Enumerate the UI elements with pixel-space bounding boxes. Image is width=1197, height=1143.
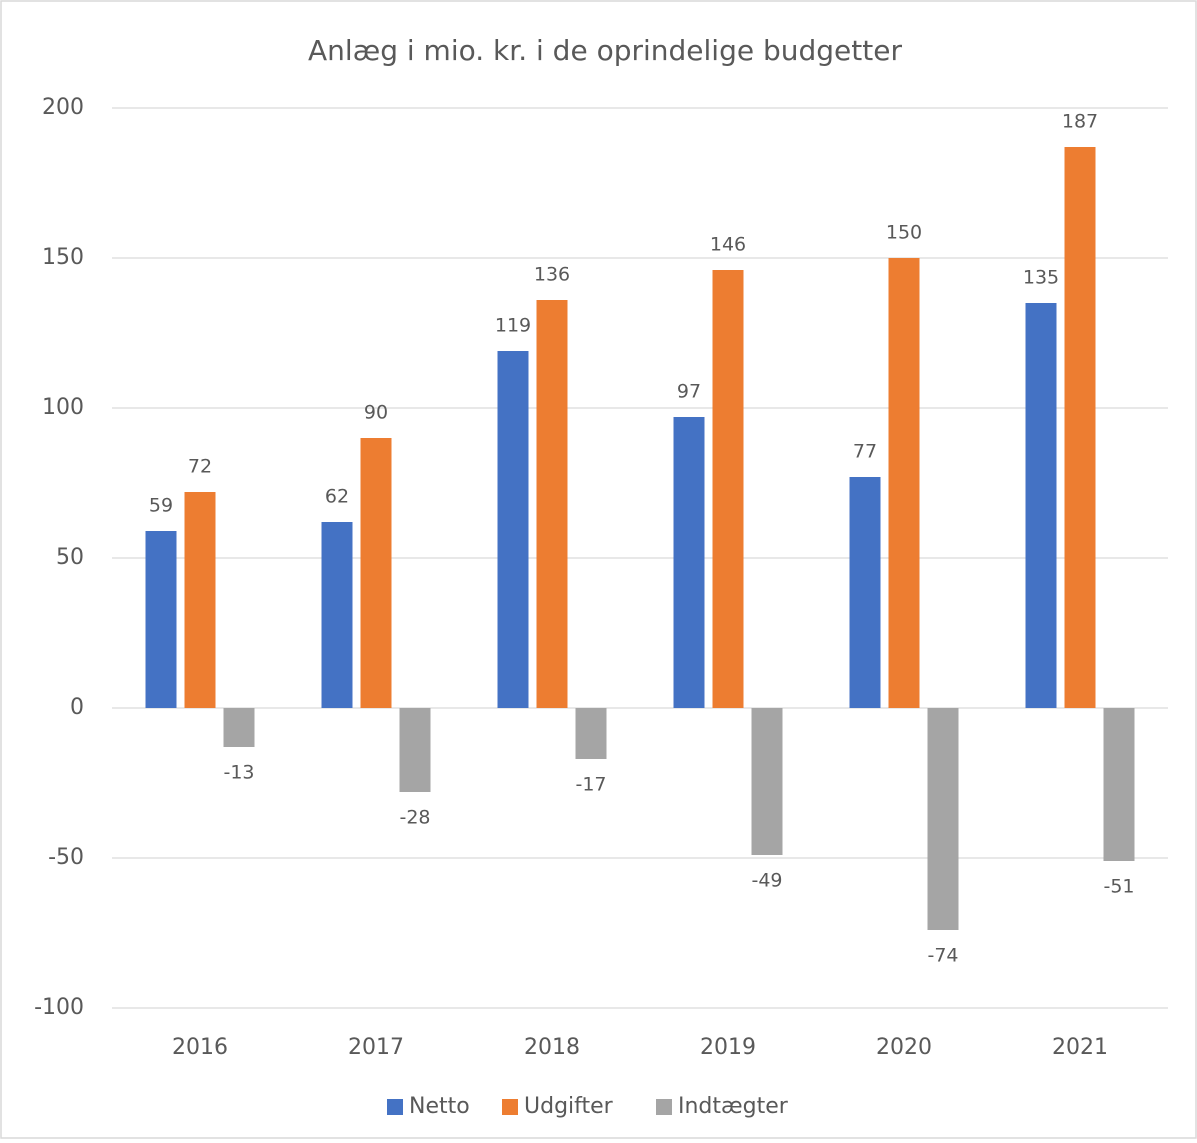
bar xyxy=(184,492,216,708)
y-tick-label: 0 xyxy=(70,695,84,720)
data-label: 62 xyxy=(325,486,349,508)
bar xyxy=(536,300,568,708)
data-label: 59 xyxy=(149,495,173,517)
bar xyxy=(223,708,255,747)
data-label: -51 xyxy=(1103,876,1134,898)
data-label: -28 xyxy=(399,807,430,829)
y-tick-label: 100 xyxy=(42,395,84,420)
data-label: -13 xyxy=(223,762,254,784)
legend-swatch xyxy=(387,1099,403,1115)
data-label: 72 xyxy=(188,456,212,478)
bar xyxy=(712,270,744,708)
bar xyxy=(497,351,529,708)
chart-title: Anlæg i mio. kr. i de oprindelige budget… xyxy=(308,34,902,67)
bar xyxy=(1064,147,1096,708)
bar xyxy=(575,708,607,759)
data-label: -74 xyxy=(927,945,958,967)
bar xyxy=(751,708,783,855)
data-label: 135 xyxy=(1023,267,1059,289)
data-label: 187 xyxy=(1062,111,1098,133)
data-label: 150 xyxy=(886,222,922,244)
bar xyxy=(145,531,177,708)
legend-swatch xyxy=(502,1099,518,1115)
y-tick-label: -50 xyxy=(48,845,84,870)
data-label: 90 xyxy=(364,402,388,424)
bar xyxy=(321,522,353,708)
y-tick-label: -100 xyxy=(34,995,84,1020)
data-label: -17 xyxy=(575,774,606,796)
legend-label: Netto xyxy=(409,1094,470,1119)
legend-swatch xyxy=(656,1099,672,1115)
bar xyxy=(888,258,920,708)
y-tick-label: 200 xyxy=(42,95,84,120)
bar xyxy=(673,417,705,708)
y-tick-label: 150 xyxy=(42,245,84,270)
data-label: -49 xyxy=(751,870,782,892)
y-tick-label: 50 xyxy=(56,545,84,570)
legend-label: Indtægter xyxy=(678,1094,789,1119)
legend-label: Udgifter xyxy=(524,1094,614,1119)
data-label: 119 xyxy=(495,315,531,337)
bar xyxy=(1025,303,1057,708)
bar xyxy=(849,477,881,708)
data-label: 97 xyxy=(677,381,701,403)
bar xyxy=(360,438,392,708)
x-tick-label: 2020 xyxy=(876,1035,932,1060)
x-tick-label: 2018 xyxy=(524,1035,580,1060)
x-tick-label: 2016 xyxy=(172,1035,228,1060)
x-tick-label: 2021 xyxy=(1052,1035,1108,1060)
data-label: 146 xyxy=(710,234,746,256)
x-tick-label: 2017 xyxy=(348,1035,404,1060)
bar xyxy=(927,708,959,930)
data-label: 136 xyxy=(534,264,570,286)
bar xyxy=(1103,708,1135,861)
bar xyxy=(399,708,431,792)
x-tick-label: 2019 xyxy=(700,1035,756,1060)
data-label: 77 xyxy=(853,441,877,463)
